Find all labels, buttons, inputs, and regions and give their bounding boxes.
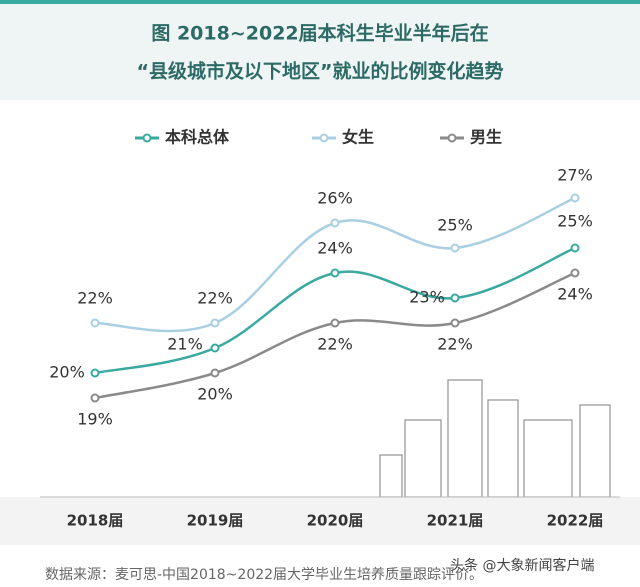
source-note: 数据来源：麦可思-中国2018~2022届大学毕业生培养质量跟踪评价。 <box>45 567 483 583</box>
point <box>210 318 220 328</box>
point <box>90 393 100 403</box>
legend-label: 男生 <box>470 128 502 147</box>
point <box>210 368 220 378</box>
value-label: 22% <box>437 335 473 354</box>
header-band <box>0 0 640 100</box>
value-label: 23% <box>409 288 445 307</box>
value-label: 22% <box>317 335 353 354</box>
value-label: 27% <box>557 166 593 185</box>
x-tick-label: 2022届 <box>547 512 604 530</box>
value-label: 24% <box>557 285 593 304</box>
x-axis-band <box>0 497 640 545</box>
x-tick-label: 2021届 <box>427 512 484 530</box>
point <box>570 268 580 278</box>
point <box>210 343 220 353</box>
value-label: 21% <box>167 335 203 354</box>
value-label: 25% <box>557 212 593 231</box>
point <box>450 293 460 303</box>
value-label: 20% <box>49 363 85 382</box>
value-label: 20% <box>197 385 233 404</box>
value-label: 22% <box>197 289 233 308</box>
point <box>450 243 460 253</box>
point <box>570 243 580 253</box>
legend-marker <box>142 133 152 143</box>
point <box>330 318 340 328</box>
value-label: 25% <box>437 216 473 235</box>
chart-subtitle: “县级城市及以下地区”就业的比例变化趋势 <box>137 60 504 83</box>
value-label: 19% <box>77 410 113 429</box>
x-tick-label: 2020届 <box>307 512 364 530</box>
series-line <box>94 246 576 375</box>
point <box>450 318 460 328</box>
point <box>570 193 580 203</box>
value-label: 22% <box>77 289 113 308</box>
x-tick-label: 2018届 <box>67 512 124 530</box>
value-label: 26% <box>317 189 353 208</box>
legend-label: 本科总体 <box>165 128 230 147</box>
watermark: 头条 @大象新闻客户端 <box>450 557 594 574</box>
legend-label: 女生 <box>342 128 374 147</box>
point <box>330 268 340 278</box>
point <box>90 318 100 328</box>
value-label: 24% <box>317 239 353 258</box>
header-rule <box>0 0 640 4</box>
x-tick-label: 2019届 <box>187 512 244 530</box>
city-illustration <box>379 379 611 498</box>
series-line <box>94 196 576 333</box>
chart-title: 图 2018~2022届本科生毕业半年后在 <box>151 22 488 45</box>
point <box>330 218 340 228</box>
legend-marker <box>447 133 457 143</box>
legend-marker <box>319 133 329 143</box>
point <box>90 368 100 378</box>
